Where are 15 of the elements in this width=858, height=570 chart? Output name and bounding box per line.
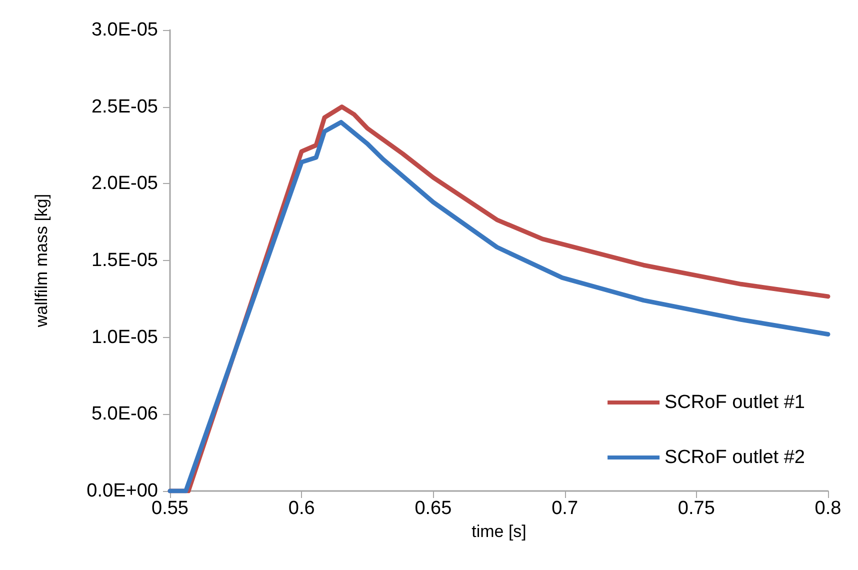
y-tick-label: 1.0E-05: [91, 326, 158, 348]
y-tick-label: 5.0E-06: [91, 404, 158, 425]
x-tick-label: 0.8: [814, 498, 842, 519]
legend-label: SCRoF outlet #1: [664, 392, 806, 413]
x-tick-label: 0.6: [288, 498, 315, 519]
x-tick-label: 0.75: [678, 498, 715, 519]
y-tick-label: 2.0E-05: [91, 173, 158, 194]
legend-label: SCRoF outlet #2: [664, 447, 806, 468]
y-tick-label: 1.5E-05: [91, 250, 158, 271]
x-tick-label: 0.65: [414, 498, 452, 519]
y-tick-label: 3.0E-05: [91, 20, 158, 40]
y-axis-title: wallfilm mass [kg]: [32, 194, 51, 328]
x-axis-title: time [s]: [472, 522, 526, 541]
y-tick-label: 2.5E-05: [91, 96, 158, 118]
x-tick-label: 0.7: [552, 498, 578, 519]
